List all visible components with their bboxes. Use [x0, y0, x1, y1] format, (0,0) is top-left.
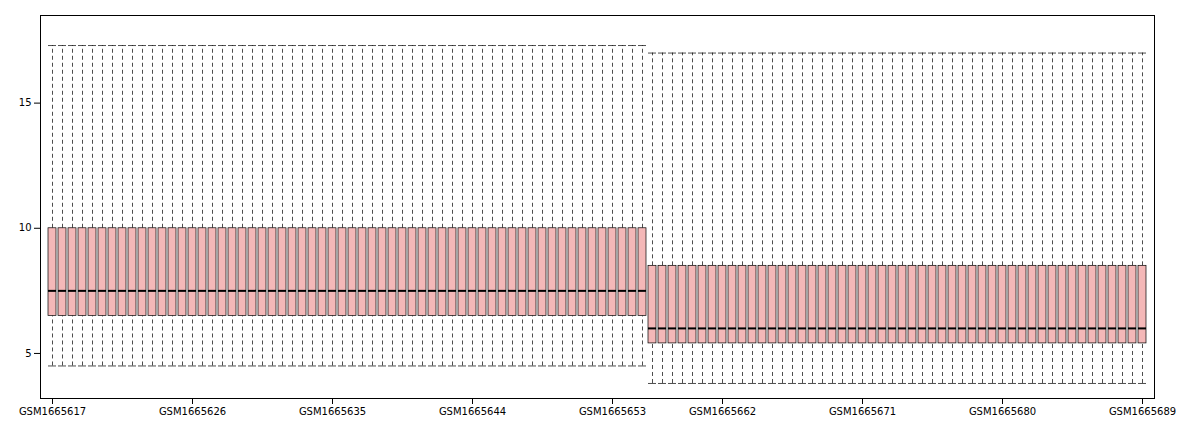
svg-text:GSM1665626: GSM1665626 — [159, 406, 226, 417]
svg-text:GSM1665653: GSM1665653 — [579, 406, 646, 417]
svg-text:GSM1665635: GSM1665635 — [299, 406, 366, 417]
svg-text:10: 10 — [19, 222, 32, 233]
svg-text:GSM1665644: GSM1665644 — [439, 406, 506, 417]
svg-text:GSM1665680: GSM1665680 — [969, 406, 1036, 417]
svg-text:GSM1665689: GSM1665689 — [1109, 406, 1176, 417]
svg-text:5: 5 — [25, 348, 31, 359]
svg-text:GSM1665617: GSM1665617 — [19, 406, 86, 417]
svg-text:15: 15 — [19, 97, 32, 108]
svg-text:GSM1665662: GSM1665662 — [689, 406, 756, 417]
svg-text:GSM1665671: GSM1665671 — [829, 406, 896, 417]
